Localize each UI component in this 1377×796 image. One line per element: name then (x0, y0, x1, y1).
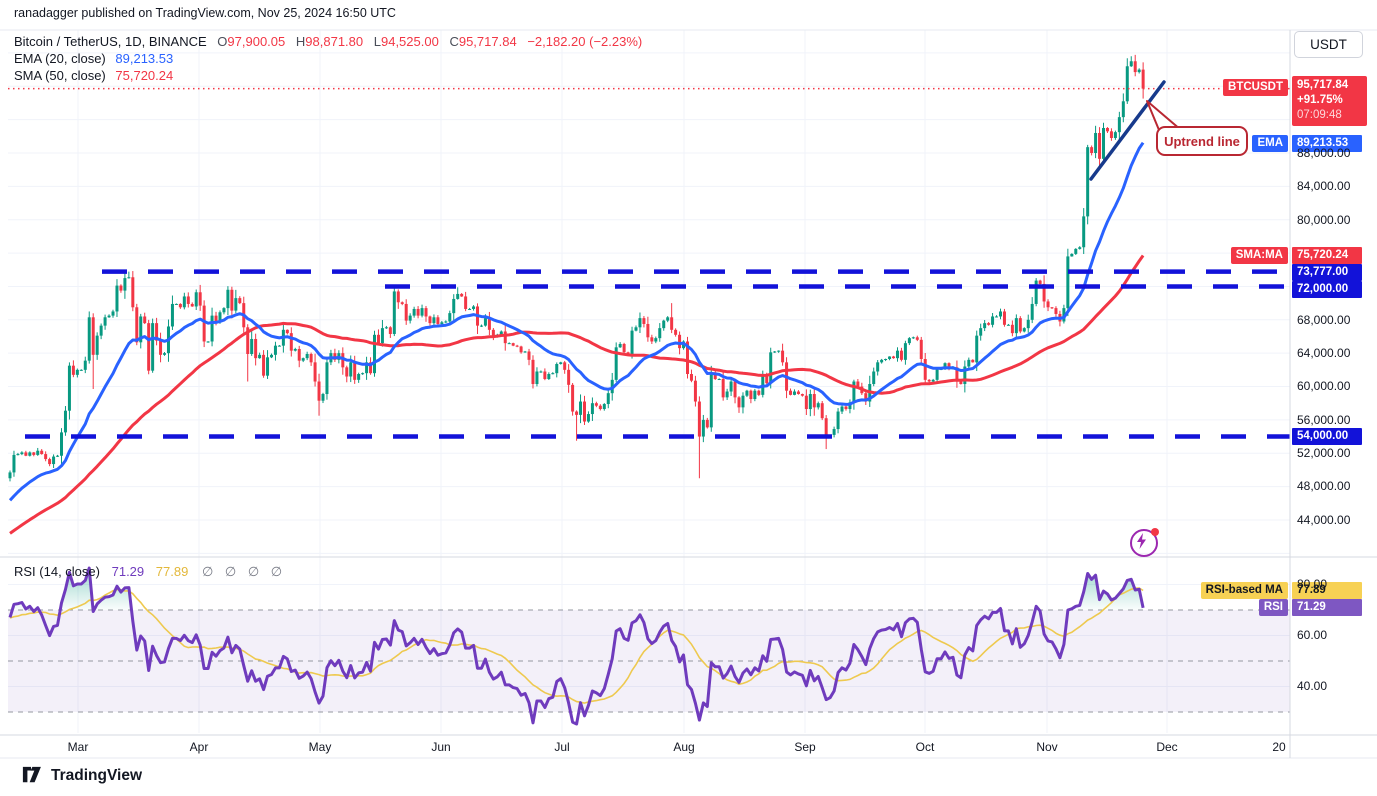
symbol-price-tag: BTCUSDT (1223, 79, 1288, 96)
time-tick: Mar (67, 740, 89, 754)
rsi-ma-value: 77.89 (155, 564, 189, 579)
time-tick: Nov (1036, 740, 1058, 754)
sma-label: SMA (50, close) (14, 68, 106, 83)
open-value: 97,900.05 (227, 34, 286, 49)
tradingview-logo[interactable]: TradingView (22, 766, 142, 785)
price-tick: 64,000.00 (1297, 346, 1351, 360)
price-tick: 80,000.00 (1297, 213, 1351, 227)
rsi-empty-slots: ∅ ∅ ∅ ∅ (201, 564, 287, 579)
rsi-legend[interactable]: RSI (14, close) 71.29 77.89 ∅ ∅ ∅ ∅ (14, 564, 286, 580)
sma-value: 75,720.24 (115, 68, 174, 83)
high-label: H (295, 34, 306, 49)
rsi-tick: 40.00 (1297, 679, 1328, 693)
sma-legend[interactable]: SMA (50, close) 75,720.24 (14, 68, 173, 83)
symbol-legend[interactable]: Bitcoin / TetherUS, 1D, BINANCE O97,900.… (14, 34, 642, 49)
rsi-value: 71.29 (111, 564, 145, 579)
time-tick: Dec (1156, 740, 1178, 754)
time-tick: Jun (431, 740, 451, 754)
level-73777-value: 73,777.00 (1292, 264, 1362, 281)
time-tick: Apr (189, 740, 209, 754)
lightning-bolt-icon (1137, 533, 1146, 549)
time-tick: Aug (673, 740, 695, 754)
symbol-title: Bitcoin / TetherUS, 1D, BINANCE (14, 34, 207, 49)
price-tick: 84,000.00 (1297, 179, 1351, 193)
time-tick: Sep (794, 740, 816, 754)
rsi-ma-axis-tag: RSI-based MA (1200, 582, 1288, 599)
rsi-ma-axis-value: 77.89 (1292, 582, 1362, 599)
price-tick: 88,000.00 (1297, 146, 1351, 160)
ema-value: 89,213.53 (115, 51, 174, 66)
price-tick: 44,000.00 (1297, 513, 1351, 527)
time-tick: Oct (915, 740, 935, 754)
ema-axis-value: 89,213.53 (1292, 135, 1362, 152)
price-tick: 68,000.00 (1297, 313, 1351, 327)
last-price-box: 95,717.84 +91.75% 07:09:48 (1292, 76, 1367, 126)
rsi-axis-tag: RSI (1258, 599, 1288, 616)
price-tick: 48,000.00 (1297, 479, 1351, 493)
low-label: L (373, 34, 381, 49)
ema-axis-tag: EMA (1252, 135, 1288, 152)
price-tick: 60,000.00 (1297, 379, 1351, 393)
sma-axis-value: 75,720.24 (1292, 247, 1362, 264)
rsi-axis-value: 71.29 (1292, 599, 1362, 616)
ema-legend[interactable]: EMA (20, close) 89,213.53 (14, 51, 173, 66)
time-tick: Jul (554, 740, 570, 754)
price-tick: 56,000.00 (1297, 413, 1351, 427)
bar-countdown: 07:09:48 (1297, 109, 1342, 121)
close-value: 95,717.84 (458, 34, 517, 49)
change-value: −2,182.20 (−2.23%) (527, 34, 643, 49)
rsi-tick: 80.00 (1297, 577, 1328, 591)
tradingview-mark-icon (22, 766, 41, 783)
last-price-value: 95,717.84 (1297, 79, 1349, 91)
tradingview-wordmark: TradingView (51, 766, 143, 784)
time-tick: 20 (1272, 740, 1286, 754)
sma-axis-tag: SMA:MA (1230, 247, 1288, 264)
rsi-label: RSI (14, close) (14, 564, 100, 579)
currency-unit-button[interactable]: USDT (1294, 31, 1363, 58)
ema-label: EMA (20, close) (14, 51, 106, 66)
time-tick: May (308, 740, 332, 754)
notification-dot (1151, 528, 1159, 536)
open-label: O (217, 34, 228, 49)
price-tick: 52,000.00 (1297, 446, 1351, 460)
low-value: 94,525.00 (380, 34, 439, 49)
close-label: C (449, 34, 459, 49)
high-value: 98,871.80 (305, 34, 364, 49)
level-54000-value: 54,000.00 (1292, 428, 1362, 445)
attribution-text: ranadagger published on TradingView.com,… (14, 6, 396, 20)
rsi-tick: 60.00 (1297, 628, 1328, 642)
change-percent-value: +91.75% (1297, 94, 1343, 106)
uptrend-line-callout[interactable]: Uptrend line (1156, 126, 1248, 156)
level-72000-value: 72,000.00 (1292, 281, 1362, 298)
flash-events-icon[interactable] (1130, 528, 1159, 557)
